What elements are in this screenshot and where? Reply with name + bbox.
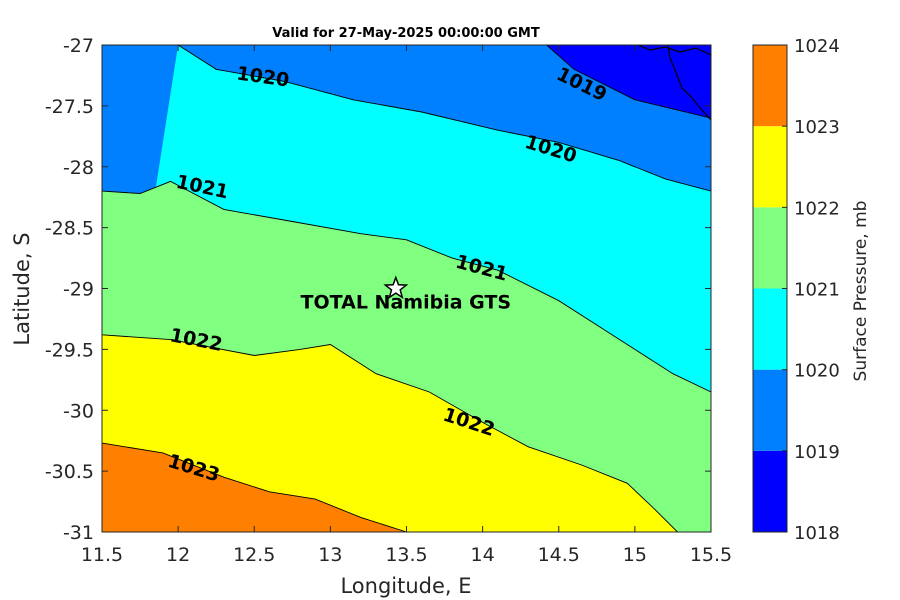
- y-axis: -27 -27.5 -28 -28.5 -29 -29.5 -30 -30.5 -31: [45, 35, 711, 544]
- y-tick-label: -30.5: [45, 461, 94, 483]
- y-tick-label: -30: [63, 400, 94, 422]
- contour-line-1022: [102, 334, 678, 532]
- colorbar-tick-label: 1023: [794, 117, 840, 138]
- contour-lines: [102, 45, 711, 532]
- colorbar-swatch-1019: [753, 369, 787, 451]
- contour-labels: 1019 1020 1020 1021 1021 1022 1022 1023: [165, 62, 610, 486]
- colorbar-swatch-1020: [753, 288, 787, 370]
- x-tick-label: 15.5: [690, 544, 732, 566]
- x-tick-label: 11.5: [81, 544, 123, 566]
- contour-plot: 1019 1020 1020 1021 1021 1022 1022 1023 …: [102, 45, 711, 532]
- colorbar-swatch-1021: [753, 207, 787, 289]
- band-1023: [102, 443, 407, 532]
- x-tick-label: 14.5: [538, 544, 580, 566]
- station-marker: TOTAL Namibia GTS: [301, 275, 512, 314]
- colorbar-tick-label: 1018: [794, 523, 840, 544]
- star-icon: [383, 275, 409, 300]
- contour-line-1021: [102, 180, 711, 393]
- x-tick-label: 13.5: [385, 544, 427, 566]
- coastline: [637, 45, 711, 121]
- y-tick-label: -31: [63, 522, 94, 544]
- x-tick-label: 15: [623, 544, 647, 566]
- y-tick-label: -29: [63, 279, 94, 301]
- y-axis-label: Latitude, S: [10, 232, 34, 345]
- x-tick-label: 12: [166, 544, 190, 566]
- colorbar-swatch-1022: [753, 126, 787, 208]
- colorbar-tick-label: 1021: [794, 280, 840, 301]
- x-tick-label: 12.5: [233, 544, 275, 566]
- colorbar-tick-label: 1019: [794, 442, 840, 463]
- station-label: TOTAL Namibia GTS: [301, 292, 512, 314]
- colorbar-tick-label: 1022: [794, 198, 840, 219]
- contour-line-1023: [102, 442, 407, 532]
- x-tick-label: 13: [318, 544, 342, 566]
- colorbar-swatch-1023: [753, 45, 787, 127]
- colorbar-tick-label: 1020: [794, 361, 840, 382]
- colorbar-swatch-1018: [753, 450, 787, 532]
- y-tick-label: -27.5: [45, 96, 94, 118]
- x-tick-label: 14: [471, 544, 495, 566]
- contour-line-1019: [546, 45, 711, 119]
- y-tick-label: -28: [63, 157, 94, 179]
- band-1022: [102, 334, 678, 532]
- chart-title: Valid for 27-May-2025 00:00:00 GMT: [272, 26, 540, 41]
- x-axis: 11.5 12 12.5 13 13.5 14 14.5 15 15.5: [81, 45, 732, 566]
- colorbar: 1018 1019 1020 1021 1022 1023 1024: [752, 36, 840, 544]
- contour-line-1020: [177, 45, 711, 192]
- colorbar-tick-label: 1024: [794, 36, 840, 57]
- y-tick-label: -29.5: [45, 339, 94, 361]
- y-tick-label: -28.5: [45, 218, 94, 240]
- x-axis-label: Longitude, E: [340, 574, 471, 598]
- colorbar-label: Surface Pressure, mb: [851, 201, 871, 382]
- y-tick-label: -27: [63, 35, 94, 57]
